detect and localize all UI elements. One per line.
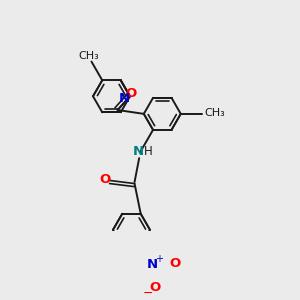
Text: O: O [100, 173, 111, 186]
Text: H: H [144, 145, 153, 158]
Text: −: − [142, 287, 153, 300]
Text: +: + [155, 254, 163, 264]
Text: CH₃: CH₃ [78, 51, 99, 61]
Text: O: O [150, 281, 161, 294]
Text: O: O [170, 257, 181, 270]
Text: N: N [119, 92, 130, 105]
Text: N: N [133, 145, 144, 158]
Text: O: O [125, 88, 136, 100]
Text: CH₃: CH₃ [205, 108, 225, 118]
Text: N: N [147, 258, 158, 271]
